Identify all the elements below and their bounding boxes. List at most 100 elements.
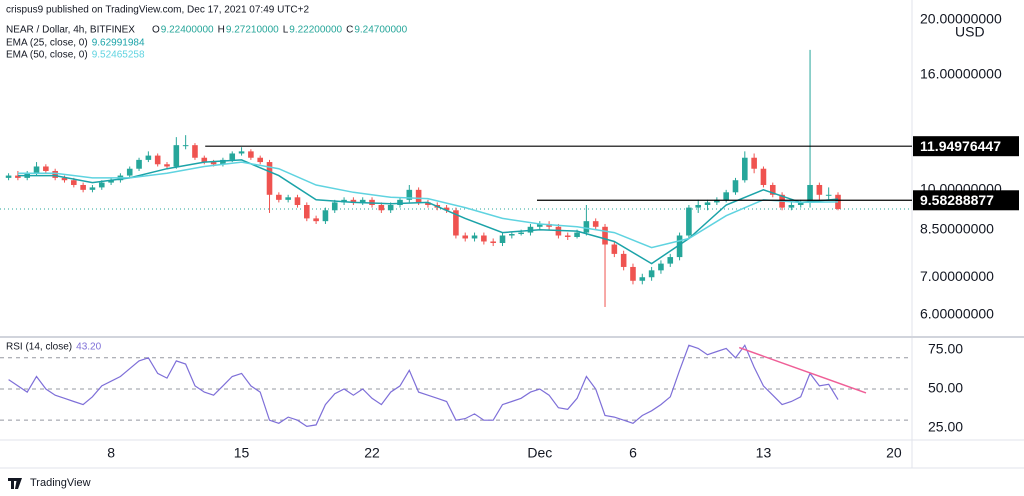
- candle-body: [453, 210, 459, 236]
- candle-body: [322, 210, 329, 222]
- candle-body: [33, 166, 40, 174]
- candle-body: [257, 157, 263, 163]
- currency-label: USD: [955, 24, 985, 40]
- legend-name: EMA (50, close, 0): [6, 50, 88, 61]
- candle-body: [387, 205, 394, 211]
- rsi-value: 43.20: [76, 342, 101, 353]
- x-tick-label: 15: [234, 445, 250, 461]
- candle-body: [481, 235, 487, 242]
- y-tick-label: 7.00000000: [920, 268, 994, 284]
- candle-body: [5, 175, 12, 178]
- legend-ohlc-label: L: [283, 25, 289, 36]
- candle-body: [425, 202, 431, 206]
- candle-body: [108, 180, 114, 183]
- candle-body: [294, 197, 301, 206]
- x-tick-label: 6: [629, 445, 637, 461]
- candle-body: [238, 151, 245, 154]
- candle-body: [145, 155, 152, 160]
- candle-body: [313, 218, 319, 222]
- publisher: crispus9 published on TradingView.com, D…: [6, 5, 309, 16]
- legend-ohlc-value: 9.22400000: [161, 25, 214, 36]
- candle-body: [816, 184, 823, 195]
- y-tick-label: 50.00: [928, 380, 963, 396]
- candle-body: [71, 180, 77, 185]
- candle-body: [788, 205, 795, 208]
- candle-body: [723, 192, 729, 200]
- y-tick-label: 16.00000000: [920, 65, 1002, 81]
- legend-ohlc-value: 9.22200000: [289, 25, 342, 36]
- legend-ohlc-value: 9.24700000: [354, 25, 407, 36]
- rsi-title: RSI (14, close): [6, 342, 72, 353]
- candle-body: [658, 263, 664, 271]
- y-tick-label: 8.50000000: [920, 220, 994, 236]
- candle-body: [359, 199, 366, 203]
- legend-ohlc-label: H: [218, 25, 225, 36]
- candle-body: [220, 159, 226, 165]
- price-label: 9.58288877: [920, 192, 994, 208]
- candle-body: [415, 189, 422, 203]
- candle-body: [229, 153, 236, 160]
- candle-body: [61, 177, 68, 181]
- candle-body: [499, 235, 506, 243]
- legend-ohlc-value: 9.27210000: [226, 25, 279, 36]
- candle-body: [201, 157, 208, 163]
- candle-body: [126, 168, 133, 176]
- brand: TradingView: [30, 477, 91, 489]
- candle-body: [769, 184, 776, 195]
- candle-body: [173, 145, 180, 167]
- ema-line: [17, 159, 839, 265]
- candle-body: [80, 184, 86, 190]
- candle-body: [751, 157, 757, 169]
- candle-body: [266, 162, 273, 195]
- candle-body: [714, 199, 720, 203]
- candle-body: [471, 235, 478, 239]
- legend-title: NEAR / Dollar, 4h, BITFINEX: [6, 25, 135, 36]
- candle-body: [639, 277, 646, 281]
- trend-line: [738, 346, 867, 394]
- candle-body: [52, 170, 58, 178]
- candle-body: [630, 266, 636, 281]
- rsi-line: [8, 344, 839, 428]
- candle-body: [406, 189, 413, 200]
- candle-body: [564, 235, 571, 237]
- candle-body: [89, 187, 96, 190]
- candle-body: [43, 166, 49, 171]
- candle-body: [350, 199, 357, 203]
- candle-body: [760, 168, 767, 185]
- candle-body: [182, 145, 189, 147]
- legend-ohlc-label: C: [346, 25, 353, 36]
- candle-body: [15, 175, 21, 178]
- candle-body: [620, 253, 627, 267]
- candle-body: [835, 194, 841, 210]
- x-tick-label: Dec: [527, 445, 552, 461]
- candle-body: [686, 207, 692, 236]
- legend-name: EMA (25, close, 0): [6, 38, 88, 49]
- y-tick-label: 6.00000000: [920, 306, 994, 322]
- y-tick-label: 20.00000000: [920, 11, 1002, 27]
- candle-body: [443, 207, 450, 211]
- candle-body: [154, 155, 161, 165]
- candle-body: [518, 232, 524, 235]
- candle-body: [695, 205, 702, 208]
- candle-body: [509, 234, 515, 236]
- x-tick-label: 20: [886, 445, 902, 461]
- candle-body: [536, 223, 543, 227]
- x-tick-label: 22: [364, 445, 380, 461]
- candle-body: [164, 164, 170, 167]
- y-tick-label: 75.00: [928, 341, 963, 357]
- candle-body: [825, 194, 832, 196]
- candle-body: [285, 197, 291, 200]
- candle-body: [667, 257, 674, 264]
- candle-body: [98, 182, 105, 188]
- candle-body: [462, 235, 469, 239]
- candle-body: [742, 157, 748, 181]
- candle-body: [192, 145, 198, 158]
- x-tick-label: 8: [107, 445, 115, 461]
- y-tick-label: 25.00: [928, 419, 963, 435]
- x-tick-label: 13: [756, 445, 772, 461]
- legend-value: 9.52465258: [92, 50, 145, 61]
- candle-body: [248, 151, 254, 158]
- candle-body: [397, 199, 403, 206]
- candle-body: [583, 221, 590, 233]
- candle-body: [276, 194, 282, 200]
